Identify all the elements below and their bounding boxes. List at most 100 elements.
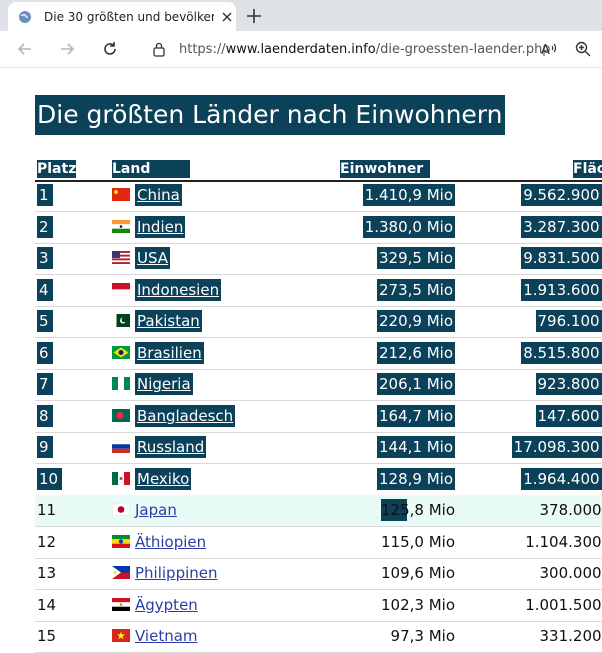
table-row: 8 Bangladesch 164,7 Mio 147.600 k [35, 401, 602, 433]
area-cell: 9.831.500 k [521, 247, 602, 269]
rank-cell: 10 [37, 467, 63, 490]
area-cell: 1.964.400 k [521, 467, 602, 490]
population-cell: 144,1 Mio [377, 436, 455, 458]
usa-flag-icon [112, 251, 130, 264]
country-link[interactable]: Vietnam [135, 627, 198, 645]
header-area[interactable]: Fläc [573, 160, 602, 178]
indonesia-flag-icon [112, 282, 130, 296]
population-cell: 128,9 Mio [377, 467, 455, 490]
brazil-flag-icon [112, 345, 130, 359]
area-cell: 923.800 k [535, 373, 602, 395]
china-flag-icon [112, 188, 130, 201]
table-row: 5 Pakistan 220,9 Mio 796.100 k [35, 306, 602, 338]
country-link[interactable]: Russland [135, 436, 207, 458]
url-text: https://www.laenderdaten.info/die-groess… [179, 42, 551, 57]
population-cell: 220,9 Mio [377, 310, 455, 332]
country-link[interactable]: Äthiopien [135, 532, 207, 551]
ethiopia-flag-icon [112, 534, 130, 548]
address-bar[interactable]: https://www.laenderdaten.info/die-groess… [140, 35, 602, 63]
population-cell: 97,3 Mio [390, 627, 455, 645]
rank-cell: 13 [37, 564, 57, 582]
browser-toolbar: https://www.laenderdaten.info/die-groess… [0, 31, 602, 68]
bangladesh-flag-icon [112, 408, 130, 422]
url-path: /die-groessten-laender.php [375, 41, 551, 57]
rank-cell: 14 [37, 595, 57, 614]
table-row: 12 Äthiopien 115,0 Mio 1.104.300 k [35, 527, 602, 559]
area-cell: 378.000 k [539, 501, 602, 519]
browser-tab[interactable]: Die 30 größten und bevölkerung [8, 2, 236, 31]
japan-flag-icon [112, 503, 130, 516]
country-link[interactable]: Mexiko [135, 467, 192, 490]
url-host: www.laenderdaten.info [225, 41, 376, 57]
table-row: 11 Japan 125,8 Mio 378.000 k [35, 495, 602, 527]
area-cell: 147.600 k [535, 404, 602, 427]
table-row: 7 Nigeria 206,1 Mio 923.800 k [35, 369, 602, 401]
rank-cell: 2 [37, 215, 53, 238]
rank-cell: 12 [37, 532, 57, 551]
rank-cell: 7 [37, 373, 53, 395]
header-rank[interactable]: Platz [37, 160, 77, 178]
population-cell: 329,5 Mio [377, 247, 455, 269]
close-icon[interactable] [220, 10, 234, 24]
table-row: 13 Philippinen 109,6 Mio 300.000 k [35, 558, 602, 590]
new-tab-icon[interactable] [244, 6, 264, 26]
zoom-icon[interactable] [574, 40, 592, 58]
tab-title: Die 30 größten und bevölkerung [44, 9, 214, 24]
svg-text:A: A [541, 43, 550, 58]
india-flag-icon [112, 219, 130, 233]
table-row: 15 Vietnam 97,3 Mio 331.200 k [35, 621, 602, 653]
tab-bar: Die 30 größten und bevölkerung [0, 0, 602, 31]
country-link[interactable]: Indonesien [135, 278, 222, 301]
lock-icon[interactable] [152, 41, 166, 57]
table-row: 10 Mexiko 128,9 Mio 1.964.400 k [35, 464, 602, 496]
egypt-flag-icon [112, 597, 130, 611]
country-link[interactable]: Philippinen [135, 564, 218, 582]
population-cell: 109,6 Mio [381, 564, 455, 582]
nigeria-flag-icon [112, 377, 130, 390]
rank-cell: 8 [37, 404, 53, 427]
population-cell: 1.410,9 Mio [362, 184, 455, 206]
back-icon[interactable] [16, 40, 34, 58]
rank-cell: 3 [37, 247, 53, 269]
url-prefix: https:// [179, 41, 226, 57]
population-cell: 115,0 Mio [381, 532, 455, 551]
population-cell: 164,7 Mio [377, 404, 455, 427]
country-link[interactable]: Pakistan [135, 310, 202, 332]
globe-icon [19, 10, 31, 23]
table-row: 14 Ägypten 102,3 Mio 1.001.500 k [35, 590, 602, 622]
area-cell: 3.287.300 k [521, 215, 602, 238]
area-cell: 9.562.900 k [521, 184, 602, 206]
rank-cell: 11 [37, 501, 57, 519]
area-cell: 1.104.300 k [525, 532, 602, 551]
population-cell: 212,6 Mio [377, 341, 455, 364]
area-cell: 1.913.600 k [521, 278, 602, 301]
country-link[interactable]: Japan [135, 501, 177, 519]
country-link[interactable]: China [135, 184, 182, 206]
table-row: 4 Indonesien 273,5 Mio 1.913.600 k [35, 275, 602, 307]
header-population[interactable]: Einwohner [340, 160, 430, 178]
table-row: 3 USA 329,5 Mio 9.831.500 k [35, 243, 602, 275]
population-cell: 125,8 Mio [381, 499, 455, 521]
vietnam-flag-icon [112, 629, 130, 642]
population-cell: 206,1 Mio [377, 373, 455, 395]
rank-cell: 9 [37, 436, 53, 458]
country-link[interactable]: Ägypten [135, 595, 198, 614]
country-link[interactable]: Bangladesch [135, 404, 236, 427]
forward-icon[interactable] [58, 40, 76, 58]
area-cell: 331.200 k [539, 627, 602, 645]
table-row: 9 Russland 144,1 Mio 17.098.300 k [35, 432, 602, 464]
philippines-flag-icon [112, 566, 130, 579]
header-country[interactable]: Land [112, 160, 190, 178]
rank-cell: 15 [37, 627, 57, 645]
population-cell: 1.380,0 Mio [362, 215, 455, 238]
area-cell: 17.098.300 k [511, 436, 602, 458]
country-link[interactable]: Nigeria [135, 373, 193, 395]
reload-icon[interactable] [101, 40, 119, 58]
table-row: 6 Brasilien 212,6 Mio 8.515.800 k [35, 338, 602, 370]
country-link[interactable]: Indien [135, 215, 186, 238]
area-cell: 300.000 k [539, 564, 602, 582]
area-cell: 8.515.800 k [521, 341, 602, 364]
country-link[interactable]: USA [135, 247, 171, 269]
read-aloud-icon[interactable]: A [540, 40, 558, 58]
country-link[interactable]: Brasilien [135, 341, 204, 364]
